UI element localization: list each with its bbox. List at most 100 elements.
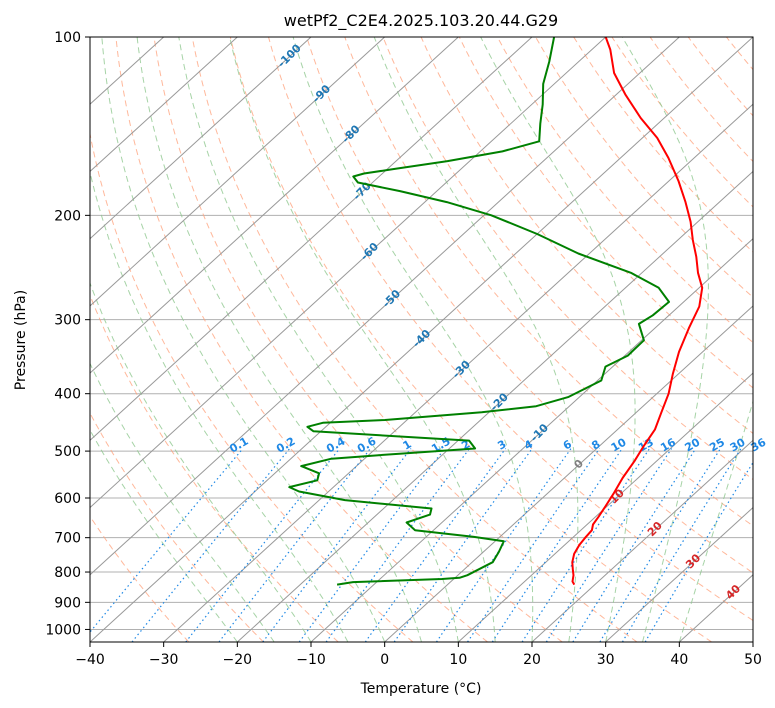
- isopleth-labels: 0.1 0.2 0.4 0.6 1 1.5 2 3 4 6 8 10 13 16 20 25 30 36-100-…: [227, 41, 768, 602]
- dry-adiabat: [90, 515, 190, 642]
- mixing-ratio-line: [393, 448, 533, 642]
- isotherm: [236, 170, 753, 642]
- y-tick-label: 100: [54, 30, 81, 46]
- isotherm: [90, 37, 312, 240]
- mixing-ratio-label: 30: [728, 435, 748, 454]
- x-tick-label: −10: [296, 652, 326, 668]
- isotherm: [90, 37, 607, 509]
- x-axis-label: Temperature (°C): [360, 681, 482, 697]
- isotherm: [457, 372, 753, 642]
- dry-adiabat: [649, 37, 753, 163]
- mixing-ratio-line: [185, 448, 341, 642]
- x-tick-label: 20: [523, 652, 541, 668]
- chart-title: wetPf2_C2E4.2025.103.20.44.G29: [284, 11, 558, 31]
- mixing-ratio-line: [572, 448, 697, 642]
- mixing-ratio-line: [599, 448, 722, 642]
- mixing-ratio-label: 0.6: [355, 434, 379, 455]
- temperature-trace: [571, 37, 704, 586]
- mixing-ratio-line: [545, 448, 673, 642]
- moist-adiabat: [480, 37, 636, 642]
- dry-adiabat: [420, 37, 753, 435]
- mixing-ratio-label: 36: [748, 435, 768, 454]
- moist-adiabat: [90, 170, 349, 642]
- moist-adiabat: [90, 362, 275, 642]
- isotherm: [163, 103, 753, 642]
- dry-adiabat: [268, 37, 753, 622]
- dry-adiabat: [344, 37, 753, 527]
- dry-adiabat: [535, 37, 753, 298]
- mixing-ratio-label: 25: [707, 436, 727, 455]
- moist-adiabat: [292, 37, 534, 642]
- x-tick-label: 30: [597, 652, 615, 668]
- x-tick-label: −40: [75, 652, 105, 668]
- isotherm: [90, 37, 753, 642]
- dry-adiabat: [306, 37, 753, 574]
- x-tick-label: −20: [223, 652, 253, 668]
- mixing-ratio-label: 0.4: [324, 434, 348, 455]
- mixing-ratio-line: [325, 448, 470, 642]
- moist-adiabat: [373, 37, 579, 642]
- mixing-ratio-line: [364, 448, 507, 642]
- isotherm: [310, 237, 753, 642]
- axes: −40 −30 −20 −10 0 10 20 30 40 50 100 200 300 400 500 60…: [45, 30, 762, 668]
- y-tick-label: 400: [54, 387, 81, 403]
- dry-adiabat: [573, 37, 753, 253]
- isotherm: [90, 37, 533, 442]
- y-tick-label: 700: [54, 531, 81, 547]
- moist-adiabat: [621, 37, 709, 642]
- x-tick-label: −30: [149, 652, 179, 668]
- y-tick-label: 200: [54, 208, 81, 224]
- isotherm: [605, 506, 753, 642]
- y-tick-label: 300: [54, 313, 81, 329]
- dry-adiabat: [191, 37, 638, 642]
- x-tick-label: 50: [744, 652, 762, 668]
- isotherm: [752, 641, 753, 642]
- x-tick-label: 40: [670, 652, 688, 668]
- mixing-ratio-line: [90, 448, 244, 633]
- y-tick-label: 800: [54, 565, 81, 581]
- mixing-ratio-line: [467, 448, 600, 642]
- sounding-traces: [288, 37, 704, 586]
- y-tick-label: 500: [54, 444, 81, 460]
- dry-adiabat: [90, 293, 339, 642]
- isotherm: [531, 439, 753, 642]
- mixing-ratio-label: 10: [609, 435, 629, 454]
- y-tick-label: 1000: [45, 622, 81, 638]
- moist-adiabat: [90, 281, 312, 642]
- mixing-ratio-line: [644, 461, 753, 642]
- moist-adiabat: [229, 37, 496, 642]
- moist-adiabat: [136, 37, 422, 642]
- x-tick-label: 10: [449, 652, 467, 668]
- mixing-ratio-line: [491, 448, 623, 642]
- mixing-ratio-line: [435, 448, 572, 642]
- dry-adiabat: [90, 412, 264, 642]
- y-tick-label: 900: [54, 595, 81, 611]
- moist-adiabat: [90, 428, 238, 642]
- plot-frame: [89, 36, 754, 643]
- isotherm: [90, 37, 680, 576]
- x-tick-label: 0: [380, 652, 389, 668]
- mixing-ratio-label: 1: [401, 438, 414, 453]
- moist-adiabat: [678, 399, 753, 642]
- y-tick-label: 600: [54, 491, 81, 507]
- dry-adiabat: [382, 37, 753, 481]
- mixing-ratio-line: [131, 448, 291, 642]
- dry-adiabat: [153, 37, 563, 642]
- isotherm: [384, 305, 753, 642]
- mixing-ratio-line: [218, 448, 371, 642]
- dry-adiabat: [496, 37, 753, 344]
- dry-adiabat: [765, 37, 775, 642]
- mixing-ratio-line: [262, 448, 412, 642]
- dry-adiabat: [90, 131, 414, 642]
- plot-background: [90, 37, 775, 642]
- dry-adiabat: [687, 37, 753, 117]
- mixing-ratio-line: [621, 448, 742, 642]
- dry-adiabat: [726, 37, 753, 71]
- mixing-ratio-label: 0.1: [227, 435, 250, 456]
- y-axis-label: Pressure (hPa): [13, 290, 29, 390]
- isotherm-label: -100: [275, 41, 304, 70]
- dry-adiabat: [115, 37, 488, 642]
- mixing-ratio-label: 16: [658, 435, 678, 454]
- mixing-ratio-line: [521, 448, 651, 642]
